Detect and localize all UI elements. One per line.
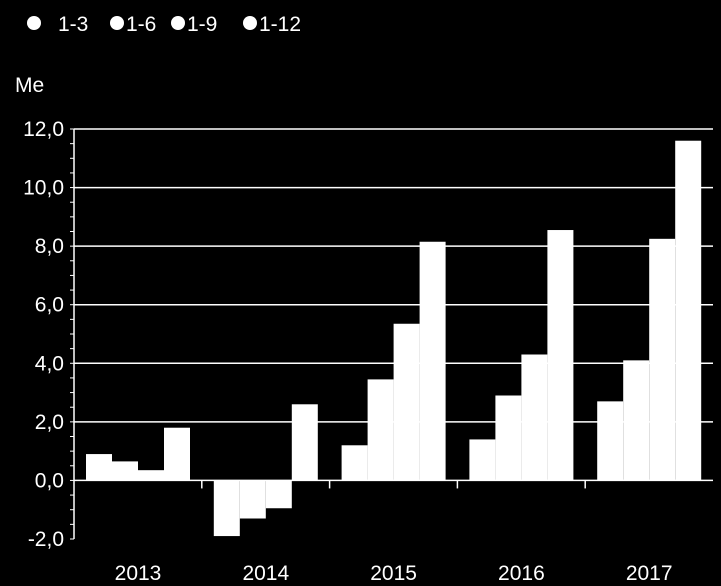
bar-2016-1-9 xyxy=(521,354,548,481)
bar-2014-1-3 xyxy=(213,480,240,537)
x-category-label: 2017 xyxy=(626,562,673,585)
legend-label-1-9: 1-9 xyxy=(187,13,217,36)
x-category-label: 2015 xyxy=(370,562,417,585)
bar-2014-1-9 xyxy=(265,480,292,509)
bars xyxy=(86,140,702,537)
legend-label-1-6: 1-6 xyxy=(126,13,156,36)
y-tick-label: 6,0 xyxy=(35,294,64,317)
bar-2016-1-12 xyxy=(547,230,574,481)
axes xyxy=(70,128,713,540)
bar-2016-1-3 xyxy=(469,439,496,481)
bar-2013-1-6 xyxy=(112,461,138,481)
x-category-label: 2013 xyxy=(115,562,162,585)
bar-2015-1-12 xyxy=(419,241,446,481)
bar-2017-1-12 xyxy=(675,140,702,481)
bar-2013-1-3 xyxy=(86,454,112,481)
bar-2015-1-9 xyxy=(393,323,420,481)
y-tick-label: 0,0 xyxy=(35,469,64,492)
y-tick-label: 8,0 xyxy=(35,235,64,258)
legend-marker-1-12 xyxy=(243,16,257,30)
bar-2013-1-12 xyxy=(164,427,190,481)
x-axis-categories: 2013 2014 2015 2016 2017 xyxy=(115,562,673,585)
y-tick-label: 12,0 xyxy=(23,118,64,141)
legend: 1-3 1-6 1-9 1-12 xyxy=(27,13,301,36)
bar-2015-1-3 xyxy=(341,445,368,481)
gridlines xyxy=(74,128,713,423)
bar-2017-1-6 xyxy=(623,360,650,481)
y-tick-label: -2,0 xyxy=(28,528,64,551)
y-tick-label: 10,0 xyxy=(23,177,64,200)
bar-2014-1-6 xyxy=(239,480,266,519)
bar-2013-1-9 xyxy=(138,470,164,481)
bar-2017-1-3 xyxy=(597,401,624,481)
legend-marker-1-9 xyxy=(171,16,185,30)
x-category-label: 2016 xyxy=(498,562,545,585)
bar-2014-1-12 xyxy=(291,404,318,481)
y-axis-unit-label: Me xyxy=(15,74,44,97)
bar-2015-1-6 xyxy=(367,379,394,481)
y-axis-ticks: -2,0 0,0 2,0 4,0 6,0 8,0 10,0 12,0 xyxy=(23,118,64,551)
legend-marker-1-3 xyxy=(27,16,41,30)
bar-2017-1-9 xyxy=(649,238,676,481)
y-tick-label: 4,0 xyxy=(35,352,64,375)
x-category-label: 2014 xyxy=(242,562,289,585)
legend-label-1-3: 1-3 xyxy=(58,13,88,36)
legend-marker-1-6 xyxy=(110,16,124,30)
y-tick-label: 2,0 xyxy=(35,411,64,434)
legend-label-1-12: 1-12 xyxy=(259,13,301,36)
bar-2016-1-6 xyxy=(495,395,522,481)
